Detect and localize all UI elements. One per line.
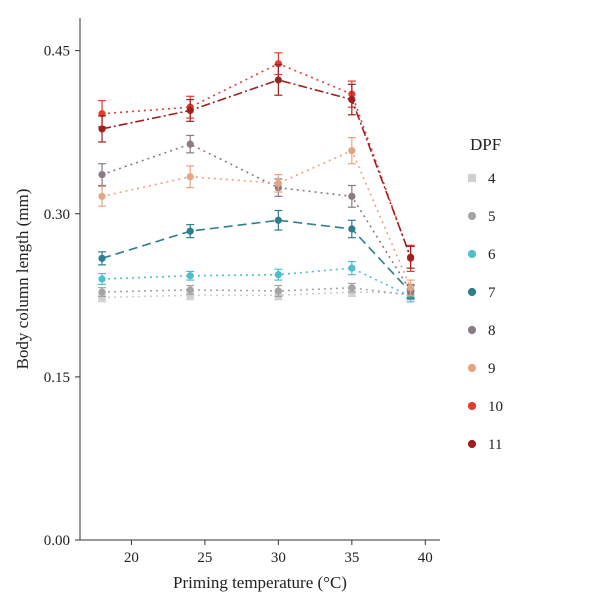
legend-label: 4 — [488, 171, 496, 187]
y-tick-label: 0.30 — [44, 207, 70, 223]
y-axis-title: Body column length (mm) — [13, 189, 32, 370]
x-tick-label: 35 — [344, 550, 359, 566]
x-tick-label: 30 — [271, 550, 286, 566]
chart-svg: 20 25 30 35 40 0.00 0.15 0.30 0.45 Priming temper… — [0, 0, 589, 600]
legend-label: 6 — [488, 247, 496, 263]
x-tick-label: 25 — [197, 550, 212, 566]
legend-label: 7 — [488, 285, 496, 301]
y-tick-label: 0.45 — [44, 44, 70, 60]
legend-title: DPF — [470, 135, 501, 154]
legend-label: 9 — [488, 361, 496, 377]
legend-label: 10 — [488, 399, 503, 415]
legend-label: 8 — [488, 323, 496, 339]
y-tick-label: 0.00 — [44, 533, 70, 549]
x-axis-title: Priming temperature (°C) — [173, 573, 347, 592]
chart-container: 20 25 30 35 40 0.00 0.15 0.30 0.45 Priming temper… — [0, 0, 589, 600]
x-tick-label: 20 — [124, 550, 139, 566]
legend-label: 5 — [488, 209, 496, 225]
legend-label: 11 — [488, 437, 502, 453]
y-tick-label: 0.15 — [44, 370, 70, 386]
x-tick-label: 40 — [418, 550, 433, 566]
